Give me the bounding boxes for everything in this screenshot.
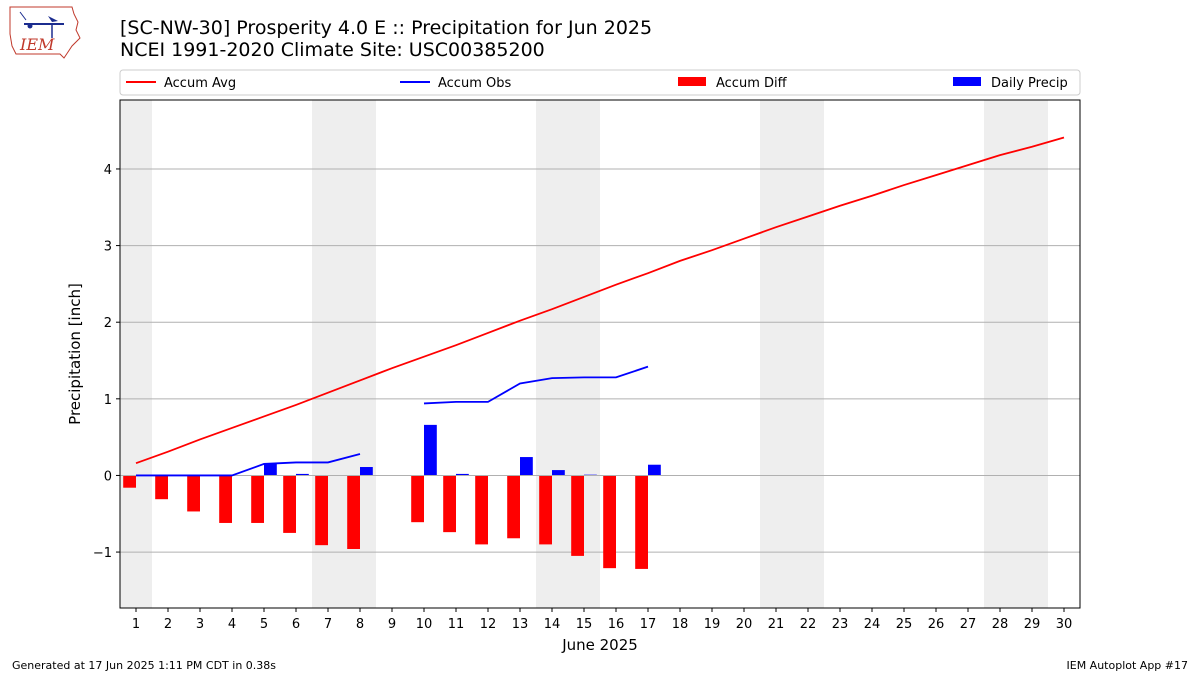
x-tick-label: 11 bbox=[448, 617, 465, 632]
accum-diff-bar bbox=[475, 475, 488, 545]
iem-logo: IEM bbox=[6, 4, 82, 60]
x-tick-label: 6 bbox=[292, 617, 300, 632]
x-tick-label: 21 bbox=[768, 617, 785, 632]
accum-diff-bar bbox=[187, 475, 200, 512]
legend-label-accum_obs: Accum Obs bbox=[438, 76, 511, 91]
weekend-shade bbox=[984, 100, 1016, 608]
y-tick-label: 2 bbox=[104, 316, 112, 331]
weekend-shading bbox=[120, 100, 1048, 608]
accum-diff-bar bbox=[539, 475, 552, 545]
x-tick-label: 8 bbox=[356, 617, 364, 632]
y-tick-label: 1 bbox=[104, 393, 112, 408]
accum-diff-bar bbox=[603, 475, 616, 569]
x-axis-ticks: 1 2 3 4 5 6 7 8 9 10 11 12 13 14 15 16 17 18 19 20 21 22 23 24 2… bbox=[132, 608, 1072, 632]
x-tick-label: 16 bbox=[608, 617, 625, 632]
accum-obs-line bbox=[423, 365, 649, 405]
weekend-shade bbox=[1016, 100, 1048, 608]
y-tick-label: 3 bbox=[104, 240, 112, 255]
legend-box bbox=[119, 69, 1081, 96]
x-tick-label: 18 bbox=[672, 617, 689, 632]
x-tick-label: 12 bbox=[480, 617, 497, 632]
legend-label-accum_diff: Accum Diff bbox=[716, 76, 788, 91]
accum-diff-bar bbox=[411, 475, 424, 523]
accum-diff-bar bbox=[283, 475, 296, 533]
plot-frame bbox=[119, 99, 1081, 609]
generated-timestamp: Generated at 17 Jun 2025 1:11 PM CDT in … bbox=[12, 659, 277, 672]
legend-label-accum_avg: Accum Avg bbox=[164, 76, 236, 91]
accum-obs-line bbox=[136, 453, 361, 477]
x-tick-label: 4 bbox=[228, 617, 236, 632]
x-tick-label: 22 bbox=[800, 617, 817, 632]
legend-swatch-daily_precip bbox=[953, 77, 981, 86]
x-axis-label: June 2025 bbox=[561, 636, 638, 654]
x-tick-label: 7 bbox=[324, 617, 332, 632]
daily-precip-bar bbox=[456, 473, 469, 476]
daily-precip-bar bbox=[648, 464, 661, 476]
x-tick-label: 24 bbox=[864, 617, 881, 632]
y-tick-label: 0 bbox=[104, 469, 112, 484]
x-tick-label: 29 bbox=[1024, 617, 1041, 632]
x-tick-label: 27 bbox=[960, 617, 977, 632]
chart-subtitle: NCEI 1991-2020 Climate Site: USC00385200 bbox=[120, 39, 545, 61]
iem-logo-text: IEM bbox=[19, 35, 55, 54]
legend-label-daily_precip: Daily Precip bbox=[991, 76, 1068, 91]
x-tick-label: 28 bbox=[992, 617, 1009, 632]
y-tick-label: −1 bbox=[93, 546, 112, 561]
x-tick-label: 23 bbox=[832, 617, 849, 632]
x-tick-label: 14 bbox=[544, 617, 561, 632]
app-label: IEM Autoplot App #17 bbox=[1066, 659, 1189, 672]
accum-diff-bar bbox=[123, 475, 136, 488]
daily-precip-bar bbox=[360, 467, 373, 476]
x-tick-label: 1 bbox=[132, 617, 140, 632]
legend: Accum Avg Accum Obs Accum Diff Daily Precip bbox=[119, 69, 1081, 96]
x-tick-label: 3 bbox=[196, 617, 204, 632]
x-tick-label: 26 bbox=[928, 617, 945, 632]
x-tick-label: 19 bbox=[704, 617, 721, 632]
x-tick-label: 13 bbox=[512, 617, 529, 632]
daily-precip-bar bbox=[520, 457, 533, 476]
weekend-shade bbox=[760, 100, 792, 608]
x-tick-label: 17 bbox=[640, 617, 657, 632]
daily-precip-bar bbox=[296, 473, 309, 476]
weekend-shade bbox=[120, 100, 152, 608]
accum-diff-bar bbox=[507, 475, 520, 539]
accum-diff-bar bbox=[347, 475, 360, 550]
x-tick-label: 10 bbox=[416, 617, 433, 632]
weekend-shade bbox=[792, 100, 824, 608]
accum-diff-bar bbox=[155, 475, 168, 500]
accum-diff-bar bbox=[219, 475, 232, 523]
x-tick-label: 9 bbox=[388, 617, 396, 632]
x-tick-label: 20 bbox=[736, 617, 753, 632]
accum-avg-line bbox=[135, 136, 1065, 465]
accum-diff-bar bbox=[635, 475, 648, 569]
accum-diff-bar bbox=[251, 475, 264, 523]
lines bbox=[135, 136, 1065, 477]
x-tick-label: 30 bbox=[1056, 617, 1073, 632]
x-tick-label: 5 bbox=[260, 617, 268, 632]
chart-title: [SC-NW-30] Prosperity 4.0 E :: Precipita… bbox=[120, 17, 653, 39]
accum-diff-bar bbox=[443, 475, 456, 533]
daily-precip-bar bbox=[552, 470, 565, 476]
y-axis-label: Precipitation [inch] bbox=[66, 283, 84, 425]
x-tick-label: 15 bbox=[576, 617, 593, 632]
bars bbox=[120, 424, 1080, 569]
x-tick-label: 25 bbox=[896, 617, 913, 632]
accum-diff-bar bbox=[315, 475, 328, 546]
accum-diff-bar bbox=[571, 475, 584, 556]
daily-precip-bar bbox=[264, 463, 277, 476]
daily-precip-bar bbox=[424, 424, 437, 476]
legend-swatch-accum_diff bbox=[678, 77, 706, 86]
x-tick-label: 2 bbox=[164, 617, 172, 632]
y-axis-ticks: −1 0 1 2 3 4 bbox=[93, 163, 120, 561]
y-tick-label: 4 bbox=[104, 163, 112, 178]
